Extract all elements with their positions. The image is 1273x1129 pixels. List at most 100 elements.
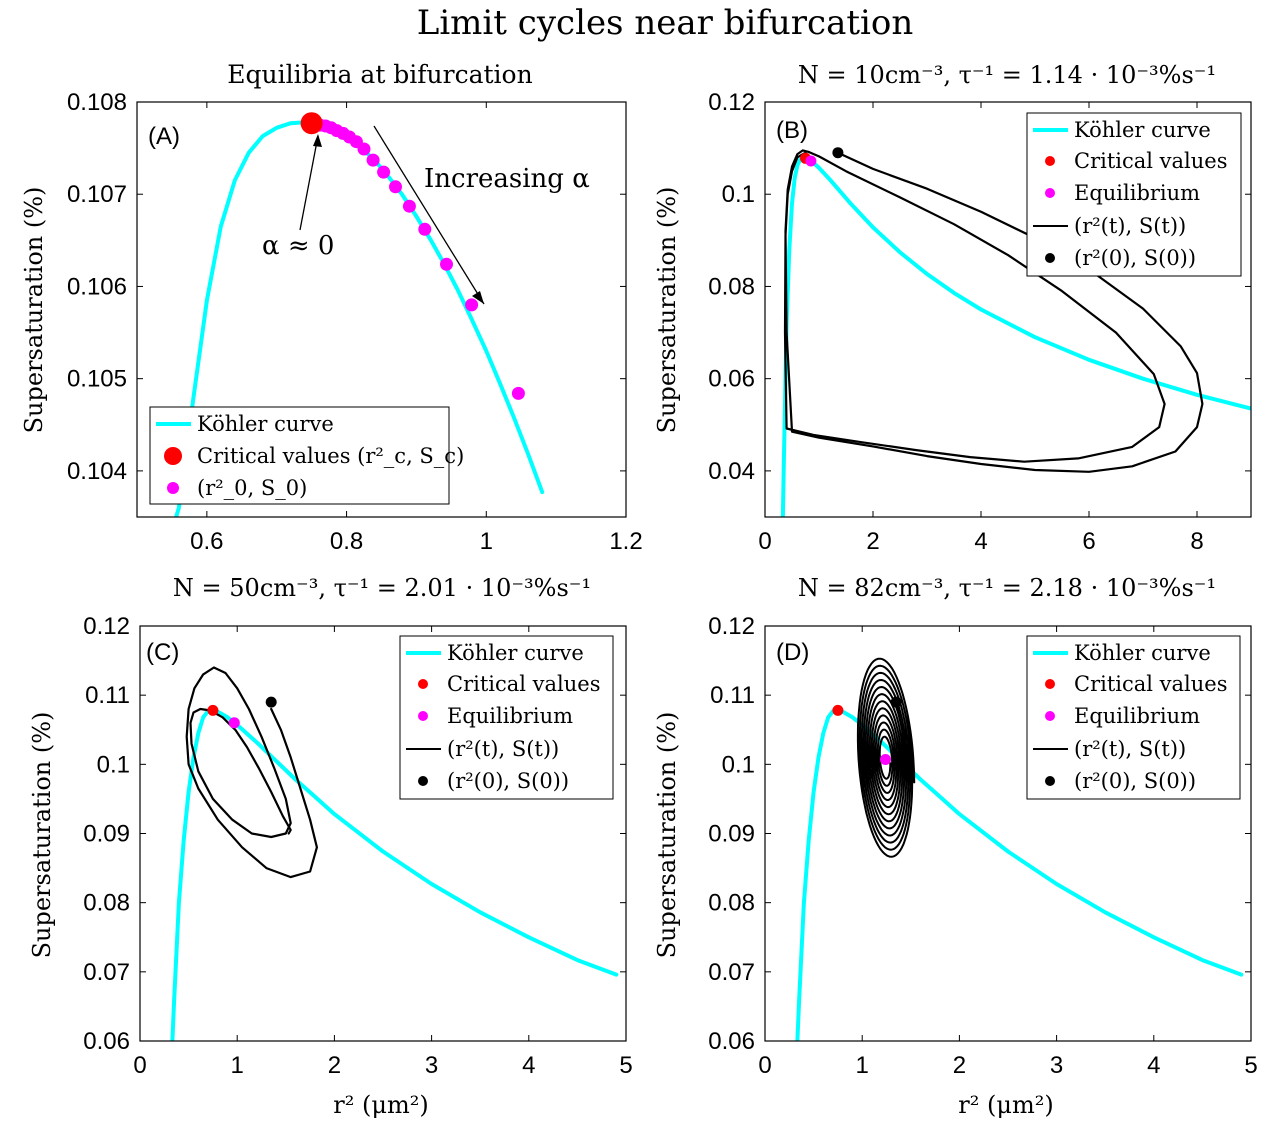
equilibrium-point xyxy=(357,142,371,156)
legend-b-entry-trajectory: (r²(t), S(t)) xyxy=(1074,214,1186,238)
plot-area xyxy=(780,147,1251,517)
x-tick-label: 1 xyxy=(480,528,493,555)
equilibrium-point xyxy=(228,717,240,729)
critical-point xyxy=(207,704,219,716)
equilibrium-point xyxy=(511,386,525,400)
axes-box xyxy=(764,101,1252,518)
trajectory-start xyxy=(895,701,916,784)
y-tick-label: 0.1 xyxy=(722,181,755,208)
x-tick-label: 0 xyxy=(133,1052,146,1079)
equilibrium-point xyxy=(805,155,817,167)
panel-d-xlabel: r² (μm²) xyxy=(958,1091,1053,1119)
y-tick-label: 0.06 xyxy=(83,1028,130,1055)
y-tick-label: 0.106 xyxy=(67,273,127,300)
y-tick-label: 0.07 xyxy=(708,959,755,986)
kohler-curve xyxy=(780,156,1251,517)
y-tick-label: 0.1 xyxy=(722,751,755,778)
equilibrium-point xyxy=(440,257,453,271)
panel-b: N = 10cm⁻³, τ⁻¹ = 1.14 · 10⁻³%s⁻¹ Supers… xyxy=(653,61,1252,555)
x-tick-label: 4 xyxy=(1147,1052,1160,1079)
plot-area xyxy=(174,112,545,517)
y-tick-label: 0.12 xyxy=(708,89,755,116)
x-tick-label: 4 xyxy=(522,1052,535,1079)
panel-c-label: (C) xyxy=(146,639,179,666)
critical-point xyxy=(300,112,323,135)
panel-a-plot: 0.6 0.8 1 1.2 0.104 0.105 0.106 0.107 0.108 xyxy=(67,89,643,555)
initial-point xyxy=(832,147,844,159)
y-tick-label: 0.12 xyxy=(83,613,130,640)
plot-area xyxy=(795,657,1244,1041)
x-tick-label: 4 xyxy=(974,528,987,555)
x-tick-label: 1.2 xyxy=(609,528,642,555)
critical-point xyxy=(832,704,844,716)
panel-b-ylabel: Supersaturation (%) xyxy=(653,187,681,434)
y-tick-label: 0.09 xyxy=(83,821,130,848)
x-tick-label: 2 xyxy=(328,1052,341,1079)
annotation-increasing-alpha: Increasing α xyxy=(424,164,590,194)
legend-c-entry-critical: Critical values xyxy=(447,672,600,696)
panel-d-legend: Köhler curve Critical values Equilibrium… xyxy=(1026,635,1241,800)
panel-c-ylabel: Supersaturation (%) xyxy=(28,712,56,959)
legend-a-entry-critical: Critical values (r²_c, S_c) xyxy=(197,444,464,468)
x-tick-label: 0 xyxy=(758,1052,771,1079)
trajectory-line xyxy=(185,666,318,879)
y-tick-label: 0.107 xyxy=(67,181,127,208)
x-tick-label: 2 xyxy=(866,528,879,555)
panel-d-title: N = 82cm⁻³, τ⁻¹ = 2.18 · 10⁻³%s⁻¹ xyxy=(798,574,1216,602)
increasing-alpha-arrowhead xyxy=(472,291,484,304)
legend-d-entry-initial: (r²(0), S(0)) xyxy=(1074,769,1196,793)
y-tick-label: 0.04 xyxy=(708,458,755,485)
legend-d-entry-critical: Critical values xyxy=(1074,672,1227,696)
legend-c-entry-trajectory: (r²(t), S(t)) xyxy=(447,737,559,761)
x-tick-label: 3 xyxy=(425,1052,438,1079)
increasing-alpha-arrow xyxy=(373,125,485,305)
y-tick-label: 0.08 xyxy=(708,273,755,300)
panel-b-label: (B) xyxy=(776,117,808,144)
equilibrium-point xyxy=(418,222,432,236)
panel-c-title: N = 50cm⁻³, τ⁻¹ = 2.01 · 10⁻³%s⁻¹ xyxy=(173,574,591,602)
panel-d-ylabel: Supersaturation (%) xyxy=(653,712,681,959)
panel-a-legend: Köhler curve Critical values (r²_c, S_c)… xyxy=(149,406,464,505)
legend-a-entry-equilibria: (r²_0, S_0) xyxy=(197,476,307,500)
x-tick-label: 0 xyxy=(758,528,771,555)
panel-b-title: N = 10cm⁻³, τ⁻¹ = 1.14 · 10⁻³%s⁻¹ xyxy=(798,61,1216,89)
y-tick-label: 0.105 xyxy=(67,366,127,393)
equilibrium-point xyxy=(402,199,416,213)
x-tick-label: 8 xyxy=(1190,528,1203,555)
equilibrium-point xyxy=(366,153,380,167)
alpha-zero-arrowhead xyxy=(313,134,322,147)
plot-area xyxy=(170,666,619,1041)
legend-d-entry-kohler: Köhler curve xyxy=(1074,641,1211,665)
annotation-alpha-zero: α ≈ 0 xyxy=(262,231,334,261)
x-tick-label: 1 xyxy=(856,1052,869,1079)
y-tick-label: 0.104 xyxy=(67,458,127,485)
panel-b-legend: Köhler curve Critical values Equilibrium… xyxy=(1026,112,1242,277)
legend-b-entry-kohler: Köhler curve xyxy=(1074,118,1211,142)
y-tick-label: 0.1 xyxy=(97,751,130,778)
y-tick-label: 0.11 xyxy=(710,682,755,709)
trajectory-spiral xyxy=(856,657,916,858)
panel-c-xlabel: r² (μm²) xyxy=(333,1091,428,1119)
y-tick-label: 0.06 xyxy=(708,366,755,393)
panel-d-label: (D) xyxy=(776,639,809,666)
panel-c-plot: 0 1 2 3 4 5 0.06 0.07 0.08 0.09 0.1 0.11 0.12 xyxy=(83,613,632,1079)
legend-b-entry-initial: (r²(0), S(0)) xyxy=(1074,246,1196,270)
equilibrium-point xyxy=(389,180,402,194)
panel-d: N = 82cm⁻³, τ⁻¹ = 2.18 · 10⁻³%s⁻¹ Supers… xyxy=(653,574,1258,1119)
panel-a: Equilibria at bifurcation Supersaturatio… xyxy=(20,60,643,555)
y-tick-label: 0.108 xyxy=(67,89,127,116)
x-tick-label: 1 xyxy=(231,1052,244,1079)
legend-b-entry-critical: Critical values xyxy=(1074,149,1227,173)
y-tick-label: 0.09 xyxy=(708,821,755,848)
x-tick-label: 0.6 xyxy=(190,528,223,555)
equilibrium-point xyxy=(465,298,479,312)
legend-d-entry-trajectory: (r²(t), S(t)) xyxy=(1074,737,1186,761)
x-tick-label: 5 xyxy=(619,1052,632,1079)
legend-c-entry-equilibrium: Equilibrium xyxy=(447,704,573,728)
legend-b-entry-equilibrium: Equilibrium xyxy=(1074,181,1200,205)
panel-d-plot: 0 1 2 3 4 5 0.06 0.07 0.08 0.09 0.1 0.11 0.12 xyxy=(708,613,1257,1079)
y-tick-label: 0.07 xyxy=(83,959,130,986)
trajectory-line xyxy=(783,149,1204,473)
y-tick-label: 0.08 xyxy=(708,890,755,917)
